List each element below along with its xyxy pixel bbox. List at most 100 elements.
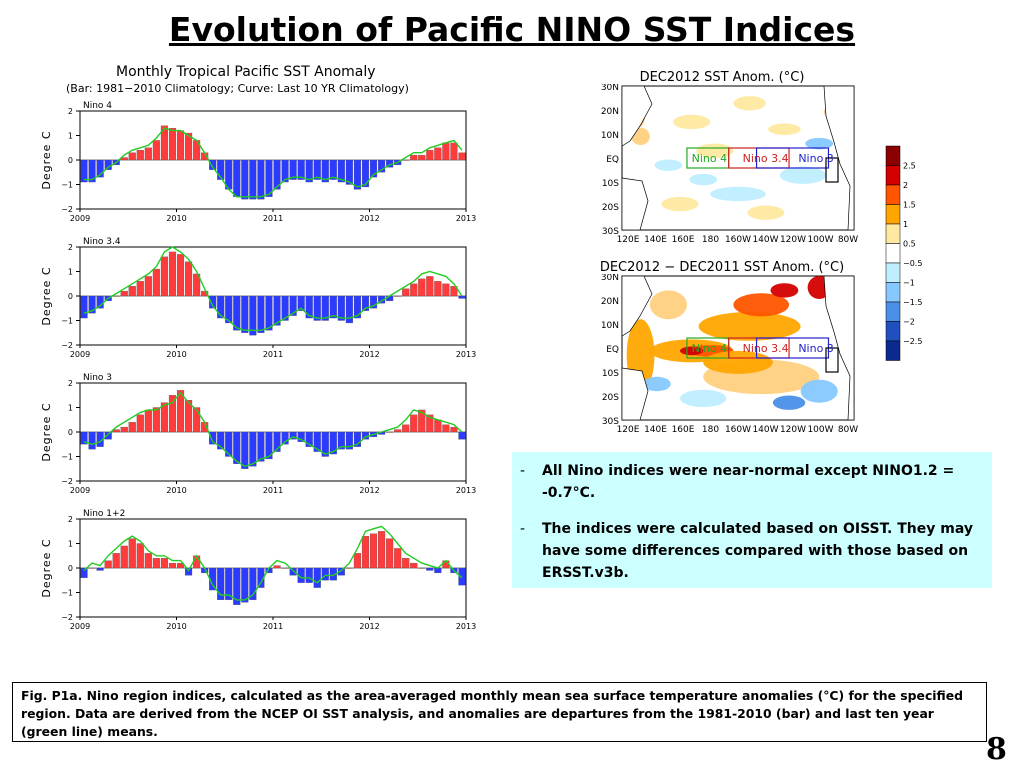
nino12-region-box [825, 157, 839, 183]
bar [241, 295, 249, 333]
lat-label: 30S [602, 417, 619, 427]
y-tick-label: 2 [68, 107, 73, 116]
x-tick-label: 2011 [263, 214, 283, 223]
y-tick-label: −2 [61, 613, 73, 622]
bar [450, 286, 458, 297]
lon-label: 100W [807, 235, 833, 245]
bar [305, 159, 313, 183]
colorbar-label: −2 [903, 318, 915, 327]
colorbar-label: 1 [903, 220, 908, 229]
slide-title: Evolution of Pacific NINO SST Indices [168, 10, 856, 49]
bar [377, 159, 386, 173]
nino-region-label: Nino 4 [692, 152, 727, 165]
bar [209, 295, 217, 309]
y-tick-label: 1 [68, 404, 73, 413]
anomaly-patch [800, 379, 838, 403]
bar [80, 295, 88, 319]
bar [289, 431, 297, 440]
page-number: 8 [986, 732, 1007, 767]
bar [329, 295, 337, 319]
bar [144, 409, 152, 433]
anomaly-patch [680, 389, 727, 408]
bar [233, 567, 241, 605]
y-tick-label: 1 [68, 268, 73, 277]
panel-label: Nino 3.4 [83, 237, 121, 247]
bar [297, 159, 305, 180]
bar [458, 152, 466, 161]
bar [184, 567, 193, 576]
bar [160, 402, 169, 433]
y-tick-label: −2 [61, 477, 73, 486]
anomaly-patch [805, 137, 834, 150]
x-tick-label: 2010 [166, 622, 186, 631]
bar [273, 565, 281, 569]
curve-line [83, 246, 463, 331]
lon-label: 120W [780, 235, 806, 245]
lat-label: EQ [606, 345, 619, 355]
bar [353, 295, 362, 319]
bar [88, 567, 96, 569]
lon-label: 120W [780, 425, 806, 435]
y-tick-label: 0 [68, 292, 73, 301]
colorbar-swatch [885, 282, 901, 303]
bar [458, 567, 466, 586]
y-axis-label: Degree C [40, 130, 53, 189]
bar [418, 409, 426, 433]
bar [144, 147, 152, 161]
lon-label: 80W [838, 425, 858, 435]
bar [394, 295, 402, 297]
bar [152, 268, 160, 297]
y-axis-label: Degree C [40, 538, 53, 597]
bar [152, 140, 160, 161]
y-axis-label: Degree C [40, 402, 53, 461]
y-tick-label: −1 [61, 317, 73, 326]
bar [281, 567, 289, 569]
bar [426, 567, 434, 571]
bar [225, 567, 233, 601]
bar [233, 431, 241, 465]
sst-map-difference: DEC2012 − DEC2011 SST Anom. (°C) 30N 20N 1… [582, 260, 882, 435]
curve-line [84, 127, 463, 198]
colorbar-label: −2.5 [903, 337, 922, 346]
bar [329, 159, 337, 180]
x-tick-label: 2009 [70, 486, 90, 495]
anomaly-patch [642, 376, 671, 392]
lat-label: 30N [601, 274, 619, 283]
colorbar-legend: 2.5 2 1.5 1 0.5 −0.5 −1 −1.5 −2 −2.5 [885, 145, 922, 361]
bar [426, 150, 434, 161]
bar [321, 567, 329, 581]
y-tick-label: 1 [68, 540, 73, 549]
colorbar-label: 2.5 [903, 162, 916, 171]
lon-label: 140W [752, 235, 778, 245]
chart-subtitle: (Bar: 1981−2010 Climatology; Curve: Last… [66, 82, 409, 95]
nino-time-series-panel: Monthly Tropical Pacific SST Anomaly (Ba… [36, 58, 496, 638]
bar [273, 295, 281, 326]
anomaly-layer [622, 86, 854, 230]
colorbar-swatch [885, 321, 901, 342]
anomaly-patch [673, 114, 711, 130]
nino-region-label: Nino 3 [798, 152, 833, 165]
bar [361, 159, 370, 188]
bar [313, 567, 321, 588]
bar [88, 431, 96, 450]
anomaly-patch [710, 186, 766, 202]
bar [402, 424, 410, 433]
y-tick-label: 0 [68, 564, 73, 573]
lat-label: 20S [602, 393, 619, 403]
colorbar-label: −1 [903, 279, 915, 288]
x-tick-label: 2010 [166, 214, 186, 223]
bar [337, 295, 345, 321]
bar [386, 538, 394, 569]
bar [297, 431, 305, 442]
bar [104, 560, 112, 569]
bullet-text: All Nino indices were near-normal except… [542, 463, 955, 501]
bar [394, 429, 402, 433]
bar [377, 531, 386, 569]
colorbar-label: 1.5 [903, 201, 916, 210]
bar [426, 276, 434, 297]
sst-map-dec2012: DEC2012 SST Anom. (°C) 30N 20N 10N EQ 10S 20S… [582, 70, 882, 245]
bar [249, 295, 257, 336]
anomaly-patch [768, 123, 801, 135]
